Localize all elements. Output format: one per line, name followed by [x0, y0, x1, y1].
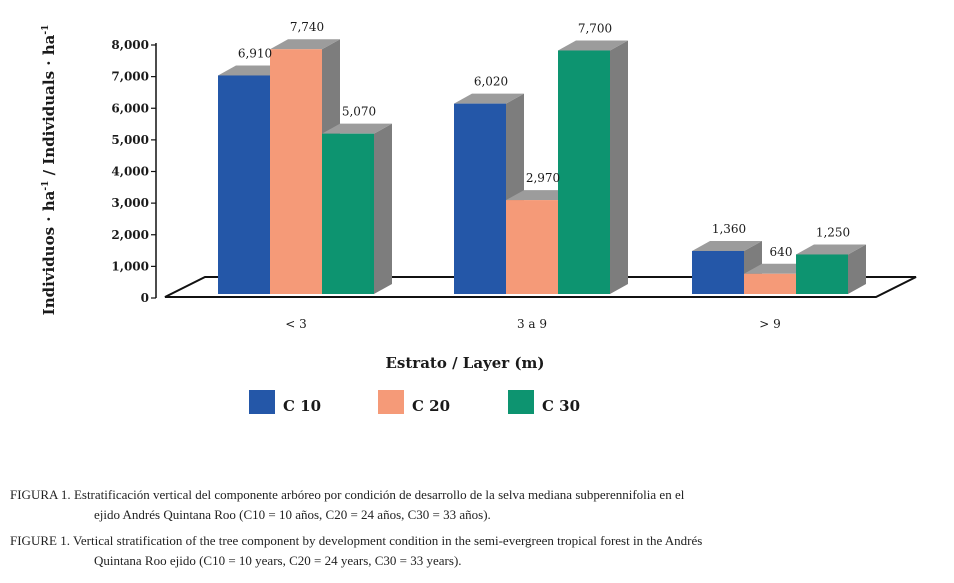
- y-tick-label-2: 2,000: [111, 228, 149, 242]
- caption-es-line2: ejido Andrés Quintana Roo (C10 = 10 años…: [94, 507, 491, 522]
- y-tick-label-5: 5,000: [111, 133, 149, 147]
- caption-es-line1: Estratificación vertical del componente …: [73, 487, 685, 502]
- bar-front: [454, 103, 506, 295]
- bar-side: [374, 123, 392, 294]
- caption-en-line2: Quintana Roo ejido (C10 = 10 years, C20 …: [94, 553, 462, 568]
- value-label-c30-1: 7,700: [578, 21, 612, 35]
- value-label-c20-1: 2,970: [526, 171, 560, 185]
- y-tick-label-8: 8,000: [111, 38, 149, 52]
- bar-top: [796, 244, 866, 255]
- y-tick-label-0: 0: [141, 291, 149, 305]
- y-axis-label: Individuos · ha-1 / Individuals · ha-1: [40, 25, 58, 316]
- bar-side: [848, 244, 866, 294]
- caption-en-label: FIGURE 1.: [10, 533, 70, 548]
- legend-swatch: [249, 390, 275, 414]
- y-tick-label-6: 6,000: [111, 101, 149, 115]
- value-label-c20-2: 640: [770, 245, 793, 259]
- bar-front: [270, 49, 322, 294]
- caption-en-line1: Vertical stratification of the tree comp…: [72, 533, 703, 548]
- bar-top: [558, 40, 628, 51]
- bar-side: [610, 40, 628, 294]
- x-tick-label-1: 3 a 9: [517, 317, 547, 331]
- x-axis-label: Estrato / Layer (m): [385, 354, 544, 372]
- bar-top: [322, 123, 392, 134]
- y-axis: 0 1,000 2,000 3,000 4,000 5,000 6,000 7,000 8,00…: [111, 38, 157, 305]
- value-label-c30-2: 1,250: [816, 225, 850, 239]
- legend: C 10 C 20 C 30: [249, 390, 580, 415]
- legend-swatch: [508, 390, 534, 414]
- bar-front: [796, 254, 848, 294]
- legend-item-c30: C 30: [508, 390, 580, 415]
- bar-front: [506, 200, 558, 294]
- value-labels: 6,910 7,740 5,070 6,020 2,970 7,700 1,360 640 1,…: [238, 20, 850, 259]
- legend-item-c10: C 10: [249, 390, 321, 415]
- bar-front: [558, 50, 610, 294]
- legend-swatch: [378, 390, 404, 414]
- value-label-c10-2: 1,360: [712, 222, 746, 236]
- value-label-c20-0: 7,740: [290, 20, 324, 34]
- bar-c30-1: [558, 40, 628, 294]
- legend-item-c20: C 20: [378, 390, 450, 415]
- y-tick-label-4: 4,000: [111, 165, 149, 179]
- value-label-c10-1: 6,020: [474, 75, 508, 89]
- bars: [218, 39, 866, 295]
- bar-top: [270, 39, 340, 50]
- y-tick-label-1: 1,000: [111, 259, 149, 273]
- bar-top: [454, 93, 524, 104]
- value-label-c10-0: 6,910: [238, 46, 272, 60]
- bar-front: [744, 273, 796, 294]
- chart: 0 1,000 2,000 3,000 4,000 5,000 6,000 7,000 8,00…: [40, 20, 917, 415]
- bar-c30-2: [796, 244, 866, 294]
- caption-spanish: FIGURA 1. Estratificación vertical del c…: [10, 485, 946, 525]
- x-tick-labels: < 3 3 a 9 > 9: [285, 317, 781, 331]
- bar-c30-0: [322, 123, 392, 294]
- y-tick-label-7: 7,000: [111, 70, 149, 84]
- bar-front: [218, 75, 270, 294]
- legend-label: C 10: [283, 397, 321, 415]
- value-label-c30-0: 5,070: [342, 105, 376, 119]
- caption-es-label: FIGURA 1.: [10, 487, 71, 502]
- legend-label: C 20: [412, 397, 450, 415]
- y-tick-label-3: 3,000: [111, 196, 149, 210]
- bar-front: [692, 250, 744, 294]
- legend-label: C 30: [542, 397, 580, 415]
- x-tick-label-0: < 3: [285, 317, 307, 331]
- bar-front: [322, 133, 374, 294]
- bar-top: [692, 240, 762, 251]
- caption-english: FIGURE 1. Vertical stratification of the…: [10, 531, 946, 571]
- x-tick-label-2: > 9: [759, 317, 781, 331]
